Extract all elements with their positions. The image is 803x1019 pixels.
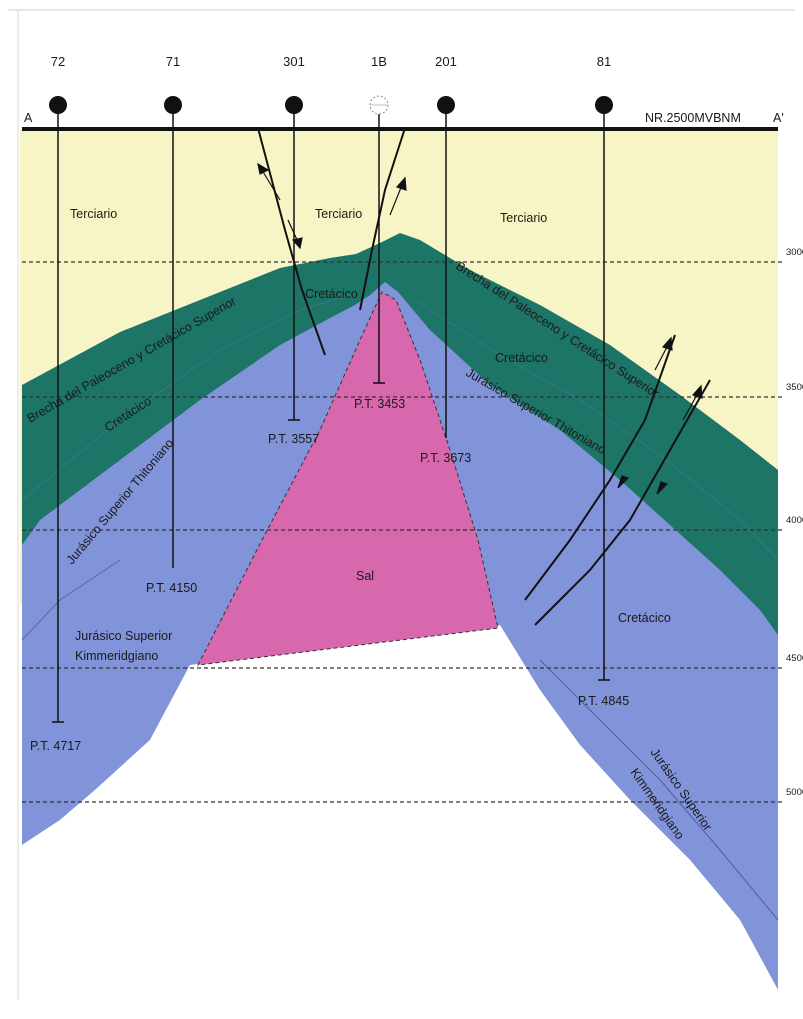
well-td-label: P.T. 4150 bbox=[146, 581, 197, 595]
cretacico-label: Cretácico bbox=[305, 287, 358, 301]
well-symbol bbox=[164, 96, 182, 114]
well-symbol bbox=[49, 96, 67, 114]
cretacico-label: Cretácico bbox=[495, 351, 548, 365]
cretacico-label: Cretácico bbox=[618, 611, 671, 625]
contact-line-1 bbox=[21, 294, 351, 501]
fault-line bbox=[524, 334, 676, 601]
fault-line bbox=[534, 379, 711, 626]
well-1b: 1B P.T. 3453 bbox=[354, 54, 405, 411]
depth-tick: 4000 bbox=[786, 515, 803, 526]
depth-tick: 3500 bbox=[786, 382, 803, 393]
well-td-label: P.T. 4717 bbox=[30, 739, 81, 753]
well-name: 81 bbox=[597, 54, 611, 69]
depth-tick: 4500 bbox=[786, 653, 803, 664]
well-name: 201 bbox=[435, 54, 457, 69]
well-name: 71 bbox=[166, 54, 180, 69]
contact-line-4 bbox=[21, 559, 121, 641]
well-td-label: P.T. 4845 bbox=[578, 694, 629, 708]
depth-axis: 3000 3500 4000 4500 5000 bbox=[786, 247, 803, 798]
contact-line-3 bbox=[539, 659, 779, 921]
section-start-label: A bbox=[24, 111, 33, 125]
well-td-label: P.T. 3673 bbox=[420, 451, 471, 465]
depth-tick: 5000 bbox=[786, 787, 803, 798]
terciario-label: Terciario bbox=[500, 211, 547, 225]
depth-gridlines bbox=[22, 261, 785, 803]
well-td-label: P.T. 3453 bbox=[354, 397, 405, 411]
well-name: 72 bbox=[51, 54, 65, 69]
well-71: 71 P.T. 4150 bbox=[146, 54, 197, 595]
section-end-label: A' bbox=[773, 111, 784, 125]
jurasico-kimmeridgiano-label: Kimmeridgiano bbox=[75, 649, 158, 663]
depth-tick: 3000 bbox=[786, 247, 803, 258]
well-symbol bbox=[285, 96, 303, 114]
sal-layer bbox=[197, 291, 499, 666]
void-region bbox=[22, 628, 778, 1000]
well-td-label: P.T. 3557 bbox=[268, 432, 319, 446]
well-72: 72 P.T. 4717 bbox=[30, 54, 81, 753]
wells: 72 P.T. 4717 71 P.T. 4150 301 P.T. 3557 … bbox=[30, 54, 629, 753]
fault-arrows bbox=[257, 162, 703, 495]
well-301: 301 P.T. 3557 bbox=[268, 54, 319, 446]
well-symbol bbox=[437, 96, 455, 114]
jurasico-kimmeridgiano-label: Jurásico Superior bbox=[75, 629, 172, 643]
terciario-label: Terciario bbox=[315, 207, 362, 221]
well-81: 81 P.T. 4845 bbox=[578, 54, 629, 708]
terciario-label: Terciario bbox=[70, 207, 117, 221]
datum-label: NR.2500MVBNM bbox=[645, 111, 741, 125]
sal-label: Sal bbox=[356, 569, 374, 583]
well-name: 1B bbox=[371, 54, 387, 69]
well-name: 301 bbox=[283, 54, 305, 69]
well-201: 201 P.T. 3673 bbox=[420, 54, 471, 465]
well-symbol bbox=[595, 96, 613, 114]
contact-line-2 bbox=[414, 299, 779, 561]
